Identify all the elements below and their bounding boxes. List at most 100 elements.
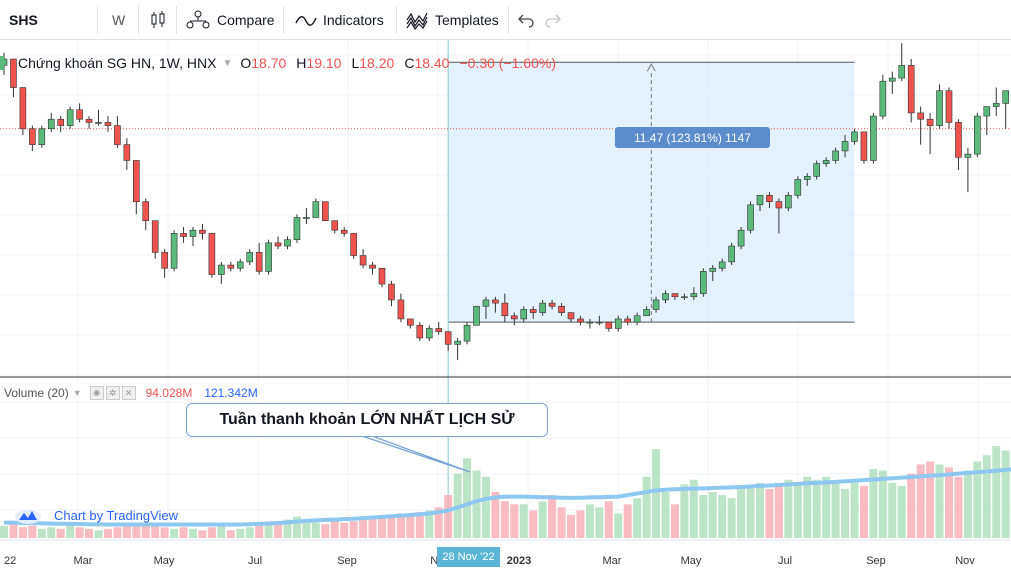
volume-bar xyxy=(992,446,1001,538)
volume-bar xyxy=(160,527,169,538)
candle-body xyxy=(473,305,480,326)
volume-bar xyxy=(274,522,283,538)
candle-body xyxy=(662,293,669,301)
volume-bar xyxy=(963,470,972,538)
candle-body xyxy=(870,115,877,161)
volume-bar xyxy=(538,501,547,538)
candle-body xyxy=(529,309,537,313)
redo-icon xyxy=(545,14,561,28)
candle-body xyxy=(463,324,471,342)
candle-body xyxy=(340,229,348,234)
undo-button[interactable] xyxy=(518,0,534,40)
candle-body xyxy=(539,302,546,313)
compare-icon xyxy=(186,10,210,29)
candle-body xyxy=(964,153,972,158)
toolbar-divider xyxy=(283,6,284,34)
close-icon[interactable]: ✕ xyxy=(121,386,136,400)
indicators-button[interactable]: Indicators xyxy=(295,0,384,40)
candle-body xyxy=(586,321,594,324)
candle-body xyxy=(246,252,253,263)
volume-bar xyxy=(359,519,368,538)
settings-icon[interactable]: ✲ xyxy=(105,386,120,400)
time-tick-label: Nov xyxy=(955,555,975,567)
candle-body xyxy=(936,90,943,126)
candle-body xyxy=(728,245,735,263)
candle-body xyxy=(747,204,754,231)
templates-button[interactable]: Templates xyxy=(406,0,499,40)
candle-body xyxy=(388,283,395,301)
volume-bar xyxy=(0,525,8,538)
volume-bar xyxy=(935,464,944,538)
volume-bar xyxy=(236,528,245,538)
candle-body xyxy=(10,58,17,88)
candle-body xyxy=(671,293,679,298)
candle-body xyxy=(785,195,792,209)
volume-title: Volume (20) xyxy=(4,386,69,400)
candle-body xyxy=(955,122,962,158)
time-tick-label: 2023 xyxy=(507,555,531,567)
volume-dropdown-icon[interactable]: ▼ xyxy=(72,388,82,398)
candle-body xyxy=(180,233,187,237)
volume-bar xyxy=(103,528,112,538)
volume-bar xyxy=(604,501,613,538)
volume-bar xyxy=(907,473,916,538)
volume-bar xyxy=(784,479,793,538)
volume-bar xyxy=(378,518,386,538)
volume-bar xyxy=(670,504,679,538)
volume-bar xyxy=(179,527,188,538)
candle-body xyxy=(510,315,518,320)
chart-type-button[interactable] xyxy=(150,0,166,40)
candle-body xyxy=(66,109,74,126)
candle-body xyxy=(189,229,197,237)
volume-bar xyxy=(311,522,320,538)
candle-body xyxy=(199,229,206,234)
candle-body xyxy=(851,131,858,142)
templates-label: Templates xyxy=(435,12,499,28)
compare-label: Compare xyxy=(217,12,275,28)
volume-bar xyxy=(292,516,301,538)
legend-open-label: O xyxy=(240,55,252,71)
candle-body xyxy=(255,252,263,272)
volume-bar xyxy=(869,469,878,538)
compare-button[interactable]: Compare xyxy=(186,0,275,40)
candle-body xyxy=(454,340,461,345)
eye-icon[interactable]: ◉ xyxy=(89,386,104,400)
time-tick-label: Jul xyxy=(248,555,262,567)
time-tick-label: Mar xyxy=(603,555,622,567)
redo-button[interactable] xyxy=(545,0,561,40)
volume-bar xyxy=(198,530,207,538)
candle-body xyxy=(407,318,414,326)
volume-bar xyxy=(122,525,131,538)
scroll-handle-icon[interactable] xyxy=(0,55,6,71)
volume-bar xyxy=(283,519,292,538)
volume-bar xyxy=(878,470,887,538)
volume-bar xyxy=(170,528,179,538)
volume-bar xyxy=(519,504,528,538)
tradingview-brand[interactable]: Chart by TradingView xyxy=(14,505,178,525)
candle-body xyxy=(624,318,632,323)
candle-body xyxy=(699,271,707,294)
volume-bar xyxy=(585,504,594,538)
price-chart[interactable]: 22MarMayJulSepNov2023MarMayJulSepNov xyxy=(0,40,1011,575)
volume-bar xyxy=(207,527,216,538)
candle-body xyxy=(690,293,698,298)
candle-body xyxy=(95,122,102,124)
time-tick-label: Jul xyxy=(778,555,792,567)
volume-bar xyxy=(189,528,197,538)
legend-title: Chứng khoán SG HN, 1W, HNX xyxy=(18,55,217,71)
interval-button[interactable]: W xyxy=(112,0,125,40)
candle-body xyxy=(350,233,357,256)
legend-dropdown-icon[interactable]: ▼ xyxy=(222,57,233,69)
candle-body xyxy=(1002,90,1010,104)
candle-body xyxy=(444,331,452,345)
candle-body xyxy=(293,217,301,240)
volume-bar xyxy=(916,464,925,538)
annotation-callout[interactable]: Tuần thanh khoản LỚN NHẤT LỊCH SỬ xyxy=(186,403,548,437)
volume-bar xyxy=(850,482,859,538)
candle-body xyxy=(114,125,121,145)
symbol-button[interactable]: SHS xyxy=(9,0,38,40)
volume-bar xyxy=(680,484,689,538)
toolbar-divider xyxy=(176,6,177,34)
candle-body xyxy=(359,255,367,266)
candle-body xyxy=(907,65,915,114)
